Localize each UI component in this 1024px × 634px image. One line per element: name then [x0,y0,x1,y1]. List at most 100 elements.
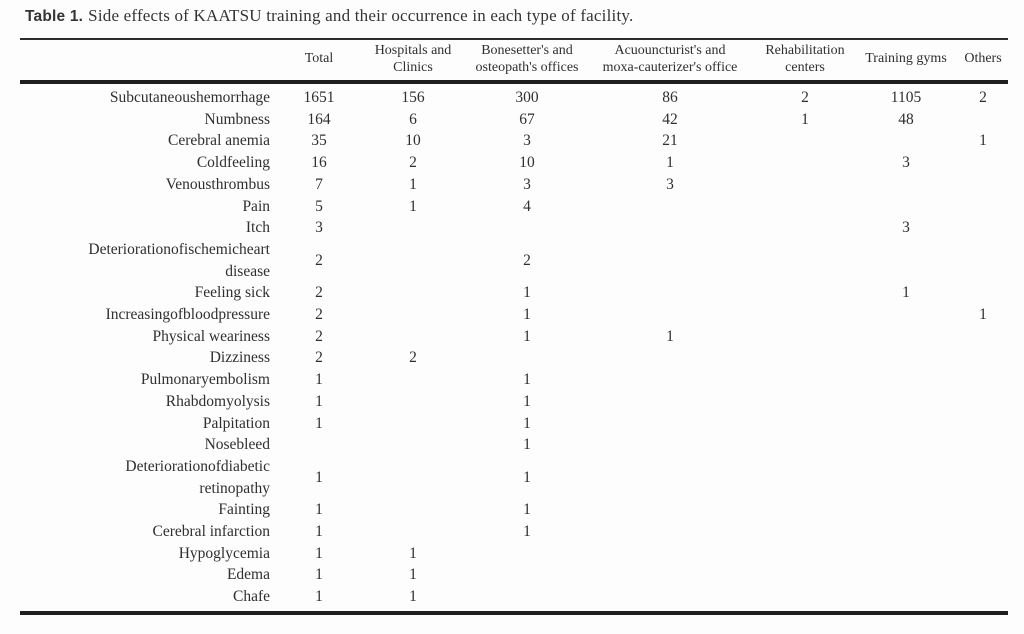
cell-value: 4 [523,197,531,215]
cell-value [356,369,470,391]
cell-value: 42 [662,110,678,128]
row-label: Physical weariness [152,327,270,345]
cell-value [356,434,470,456]
cell-value [756,586,854,615]
table-row: Dizziness 2 2 [20,347,1008,369]
cell-value [958,347,1008,369]
cell-value: 1 [523,371,531,389]
row-label: Nosebleed [204,436,270,454]
cell-value: 3 [523,132,531,150]
row-label: Cerebral anemia [168,132,270,150]
table-row: Pain 5 1 4 [20,196,1008,218]
cell-value [584,304,756,326]
cell-value: 1 [356,586,470,615]
row-label: Deteriorationofischemicheart disease [88,240,270,280]
cell-value [356,239,470,282]
cell-value [958,391,1008,413]
cell-value: 3 [902,154,910,172]
cell-value: 10 [519,154,535,172]
cell-value: 1 [315,501,323,519]
cell-value: 1 [666,154,674,172]
row-label: Subcutaneoushemorrhage [109,89,270,106]
cell-value [854,239,958,282]
cell-value [958,499,1008,521]
table-row: Fainting 1 1 [20,499,1008,521]
cell-value [584,543,756,565]
row-label: Fainting [218,501,270,519]
cell-value: 2 [409,349,417,367]
table-row: Cerebral anemia 35 10 3 21 1 [20,130,1008,152]
cell-value [584,217,756,239]
cell-value [470,564,584,586]
cell-value [854,586,958,615]
cell-value: 3 [902,219,910,237]
cell-value: 1 [315,392,323,410]
cell-value [958,109,1008,131]
row-label: Itch [245,219,270,237]
column-header: Others [958,38,1008,84]
cell-value: 164 [307,110,331,128]
row-label: Coldfeeling [196,154,270,172]
cell-value: 1 [979,306,987,324]
row-label: Increasingofbloodpressure [105,306,270,324]
cell-value: 1 [523,414,531,432]
cell-value [756,239,854,282]
cell-value [854,130,958,152]
cell-value: 6 [409,110,417,128]
cell-value: 1 [315,414,323,432]
table-row: Venousthrombus 7 1 3 3 [20,174,1008,196]
cell-value [958,217,1008,239]
cell-value: 156 [401,89,425,106]
table-row: Increasingofbloodpressure 2 1 1 [20,304,1008,326]
cell-value: 1 [902,284,910,302]
cell-value [958,239,1008,282]
cell-value [756,326,854,348]
cell-value [584,456,756,499]
cell-value [756,564,854,586]
table-row: Deteriorationofdiabetic retinopathy 1 1 [20,456,1008,499]
cell-value: 86 [662,89,678,106]
cell-value: 1 [523,523,531,541]
table-row: Pulmonaryembolism 1 1 [20,369,1008,391]
cell-value: 1 [523,284,531,302]
cell-value [958,543,1008,565]
table-row: Numbness 164 6 67 42 1 48 [20,109,1008,131]
cell-value: 1 [666,327,674,345]
cell-value: 1 [801,110,809,128]
column-header: Hospitals and Clinics [356,38,470,84]
row-label: Hypoglycemia [178,544,270,562]
cell-value [356,217,470,239]
cell-value [756,543,854,565]
cell-value [958,152,1008,174]
cell-value [356,499,470,521]
cell-value: 2 [523,251,531,269]
cell-value [470,543,584,565]
table-row: Hypoglycemia 1 1 [20,543,1008,565]
table-row: Deteriorationofischemicheart disease 2 2 [20,239,1008,282]
cell-value [756,456,854,499]
cell-value: 2 [315,327,323,345]
column-header: Training gyms [854,38,958,84]
row-label: Dizziness [209,349,270,367]
row-label: Numbness [204,110,270,128]
cell-value: 16 [311,154,327,172]
cell-value: 48 [898,110,914,128]
row-label: Cerebral infarction [152,523,270,541]
cell-value: 1 [523,436,531,454]
cell-value: 2 [315,284,323,302]
cell-value [356,413,470,435]
cell-value [854,196,958,218]
cell-value [584,239,756,282]
cell-value [756,130,854,152]
cell-value [958,369,1008,391]
cell-value [756,413,854,435]
cell-value [854,326,958,348]
table-caption: Table 1. Side effects of KAATSU training … [25,6,633,26]
cell-value [470,347,584,369]
cell-value: 2 [979,89,987,106]
cell-value [584,413,756,435]
cell-value [470,217,584,239]
cell-value: 3 [666,175,674,193]
cell-value [356,391,470,413]
cell-value: 10 [405,132,421,150]
